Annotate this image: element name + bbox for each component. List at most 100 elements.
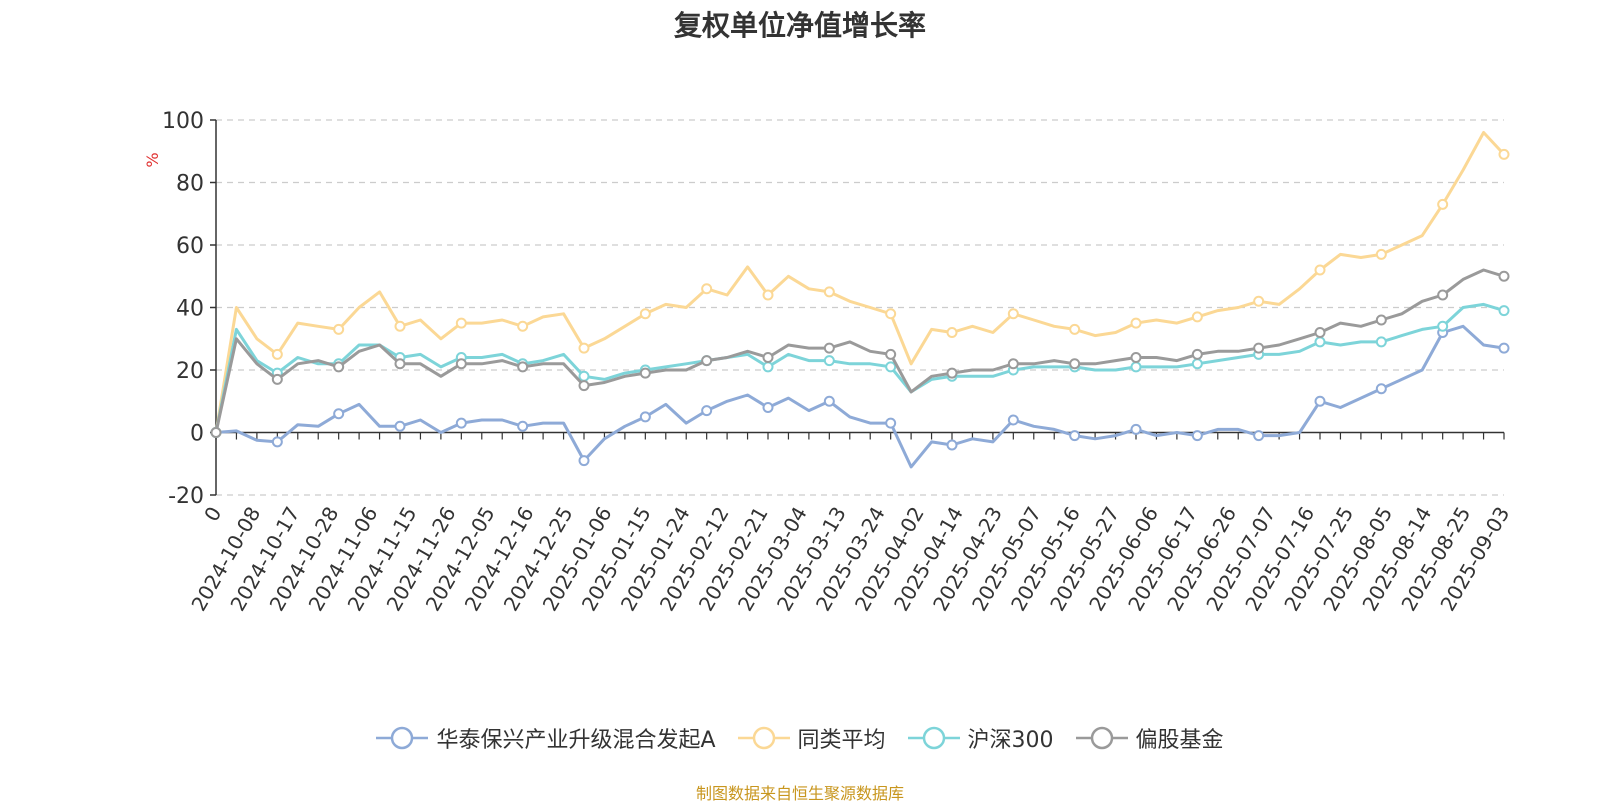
data-point-peer-average bbox=[394, 320, 406, 332]
data-point-stock-fund bbox=[1130, 352, 1142, 363]
data-point-stock-fund bbox=[455, 358, 467, 370]
data-point-stock-fund bbox=[1069, 358, 1081, 370]
data-point-stock-fund bbox=[1314, 327, 1326, 338]
data-point-stock-fund bbox=[394, 358, 406, 370]
chart-title: 复权单位净值增长率 bbox=[673, 9, 926, 42]
x-tick-label: 0 bbox=[199, 503, 226, 526]
data-point-stock-fund bbox=[210, 427, 222, 438]
data-point-peer-average bbox=[1314, 264, 1326, 276]
data-point-peer-average bbox=[333, 323, 345, 335]
data-point-peer-average bbox=[1191, 311, 1203, 323]
data-point-fund bbox=[1130, 423, 1142, 435]
data-point-stock-fund bbox=[1375, 314, 1387, 326]
data-point-peer-average bbox=[1375, 248, 1387, 260]
data-point-hs300 bbox=[1375, 336, 1387, 348]
data-point-stock-fund bbox=[271, 373, 283, 385]
data-point-peer-average bbox=[1437, 198, 1449, 210]
data-point-fund bbox=[1498, 342, 1510, 354]
data-point-fund bbox=[1191, 430, 1203, 442]
data-point-hs300 bbox=[578, 370, 590, 382]
data-point-stock-fund bbox=[885, 348, 897, 360]
legend-swatch-icon bbox=[1075, 726, 1128, 750]
data-point-peer-average bbox=[1069, 323, 1081, 335]
data-point-peer-average bbox=[946, 327, 958, 338]
data-point-fund bbox=[517, 420, 529, 432]
data-point-peer-average bbox=[271, 348, 283, 360]
data-point-fund bbox=[1253, 430, 1265, 442]
data-point-stock-fund bbox=[1253, 342, 1265, 354]
series-line-stock-fund bbox=[214, 268, 1505, 433]
data-point-fund bbox=[1007, 414, 1019, 426]
data-point-fund bbox=[1314, 395, 1326, 407]
data-point-stock-fund bbox=[333, 361, 345, 373]
legend-item-stock-fund[interactable]: 偏股基金 bbox=[1075, 722, 1224, 754]
data-point-peer-average bbox=[1253, 295, 1265, 307]
legend-label: 偏股基金 bbox=[1135, 728, 1224, 753]
data-point-stock-fund bbox=[823, 342, 835, 354]
legend-swatch-icon bbox=[376, 726, 429, 750]
data-point-hs300 bbox=[1130, 361, 1142, 373]
data-point-peer-average bbox=[701, 283, 713, 295]
y-axis-label: % bbox=[143, 152, 162, 167]
data-point-hs300 bbox=[762, 361, 774, 373]
data-point-fund bbox=[823, 395, 835, 407]
data-point-fund bbox=[578, 455, 590, 467]
data-point-fund bbox=[394, 420, 406, 432]
data-point-peer-average bbox=[455, 317, 467, 329]
data-point-hs300 bbox=[885, 361, 897, 373]
data-point-peer-average bbox=[762, 289, 774, 301]
y-tick-label: 20 bbox=[176, 359, 204, 384]
legend-item-fund[interactable]: 华泰保兴产业升级混合发起A bbox=[376, 722, 716, 754]
data-point-peer-average bbox=[1007, 308, 1019, 320]
legend-label: 华泰保兴产业升级混合发起A bbox=[436, 728, 716, 753]
data-point-peer-average bbox=[1498, 148, 1510, 160]
series-line-fund bbox=[215, 324, 1505, 469]
legend-item-peer-average[interactable]: 同类平均 bbox=[737, 722, 886, 754]
data-point-peer-average bbox=[823, 286, 835, 298]
y-tick-label: 60 bbox=[176, 234, 204, 259]
data-point-stock-fund bbox=[1498, 270, 1510, 282]
data-point-hs300 bbox=[1498, 305, 1510, 317]
data-point-fund bbox=[885, 417, 897, 429]
data-point-peer-average bbox=[578, 342, 590, 354]
legend-label: 沪深300 bbox=[967, 728, 1054, 753]
legend-item-hs300[interactable]: 沪深300 bbox=[907, 722, 1054, 754]
grid-lines bbox=[216, 119, 1504, 496]
data-point-stock-fund bbox=[946, 367, 958, 379]
data-point-hs300 bbox=[823, 355, 835, 367]
data-point-fund bbox=[701, 405, 713, 417]
source-note: 制图数据来自恒生聚源数据库 bbox=[695, 784, 904, 803]
data-point-peer-average bbox=[517, 320, 529, 332]
data-point-stock-fund bbox=[762, 352, 774, 363]
series-lines bbox=[210, 131, 1510, 469]
data-point-fund bbox=[1375, 383, 1387, 395]
data-point-hs300 bbox=[1437, 320, 1449, 332]
data-point-stock-fund bbox=[639, 367, 651, 379]
data-point-fund bbox=[639, 411, 651, 423]
data-point-stock-fund bbox=[701, 355, 713, 367]
data-point-hs300 bbox=[1191, 358, 1203, 370]
data-point-fund bbox=[762, 402, 774, 413]
y-tick-label: 0 bbox=[190, 422, 204, 447]
y-tick-label: 80 bbox=[176, 172, 204, 197]
data-point-fund bbox=[1069, 430, 1081, 442]
y-tick-label: 40 bbox=[176, 297, 204, 322]
legend: 华泰保兴产业升级混合发起A 同类平均 沪深300 偏股基金 bbox=[0, 722, 1600, 754]
data-point-stock-fund bbox=[1007, 358, 1019, 370]
y-tick-label: -20 bbox=[168, 484, 204, 509]
data-point-stock-fund bbox=[517, 361, 529, 373]
data-point-fund bbox=[271, 436, 283, 448]
data-point-peer-average bbox=[639, 308, 651, 320]
data-point-hs300 bbox=[1314, 336, 1326, 348]
data-point-stock-fund bbox=[1191, 348, 1203, 360]
data-point-fund bbox=[946, 439, 958, 451]
data-point-peer-average bbox=[1130, 317, 1142, 329]
data-point-stock-fund bbox=[1437, 289, 1449, 301]
legend-swatch-icon bbox=[737, 726, 790, 750]
series-line-hs300 bbox=[214, 302, 1505, 433]
series-line-peer-average bbox=[214, 131, 1506, 433]
legend-swatch-icon bbox=[907, 726, 960, 750]
data-point-fund bbox=[455, 417, 467, 429]
data-point-fund bbox=[333, 408, 345, 420]
